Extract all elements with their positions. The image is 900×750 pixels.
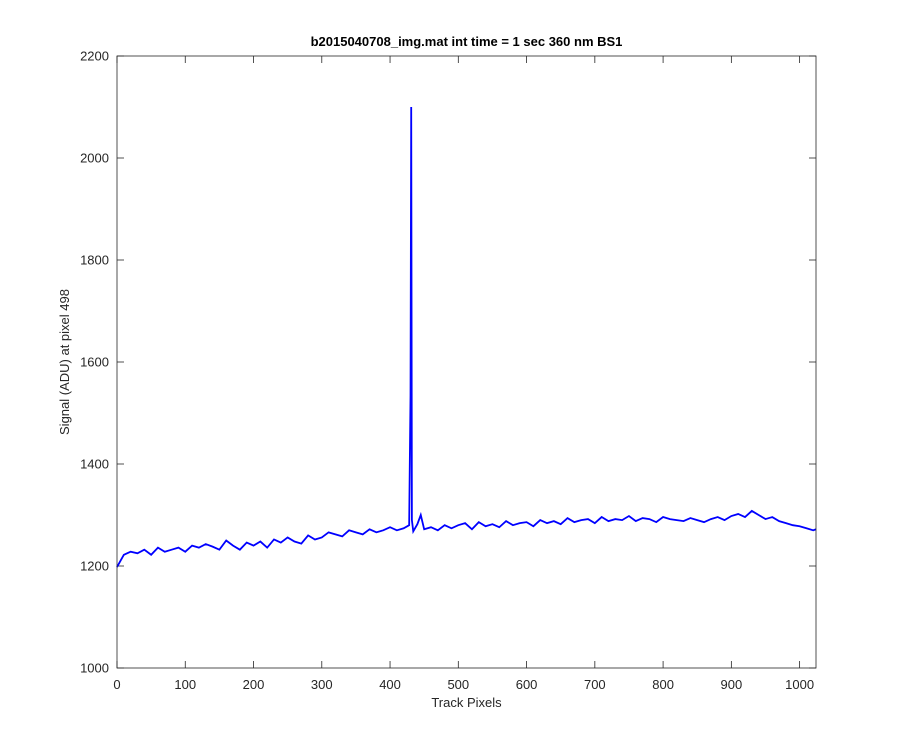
y-tick-label: 2000 xyxy=(80,151,109,166)
y-tick-label: 1200 xyxy=(80,559,109,574)
x-tick-label: 500 xyxy=(447,677,469,692)
x-tick-label: 400 xyxy=(379,677,401,692)
x-tick-label: 0 xyxy=(113,677,120,692)
ticks-layer: 0 100 200 300 400 500 600 700 800 900 1000 1000 1200… xyxy=(80,49,816,692)
x-tick-label: 900 xyxy=(721,677,743,692)
y-tick-label: 2200 xyxy=(80,49,109,64)
y-tick-label: 1800 xyxy=(80,253,109,268)
series-layer xyxy=(116,106,817,568)
plot-area-frame xyxy=(116,55,817,669)
chart-title: b2015040708_img.mat int time = 1 sec 360… xyxy=(311,34,623,49)
y-axis-label: Signal (ADU) at pixel 498 xyxy=(57,289,72,435)
plot-area-background xyxy=(117,56,816,668)
y-tick-label: 1000 xyxy=(80,661,109,676)
x-tick-label: 1000 xyxy=(785,677,814,692)
y-tick-label: 1400 xyxy=(80,457,109,472)
x-axis-label: Track Pixels xyxy=(431,695,502,710)
x-tick-label: 100 xyxy=(174,677,196,692)
y-tick-label: 1600 xyxy=(80,355,109,370)
series-line xyxy=(116,106,817,568)
x-tick-label: 700 xyxy=(584,677,606,692)
x-tick-label: 600 xyxy=(516,677,538,692)
x-tick-label: 200 xyxy=(243,677,265,692)
x-tick-label: 800 xyxy=(652,677,674,692)
x-tick-label: 300 xyxy=(311,677,333,692)
